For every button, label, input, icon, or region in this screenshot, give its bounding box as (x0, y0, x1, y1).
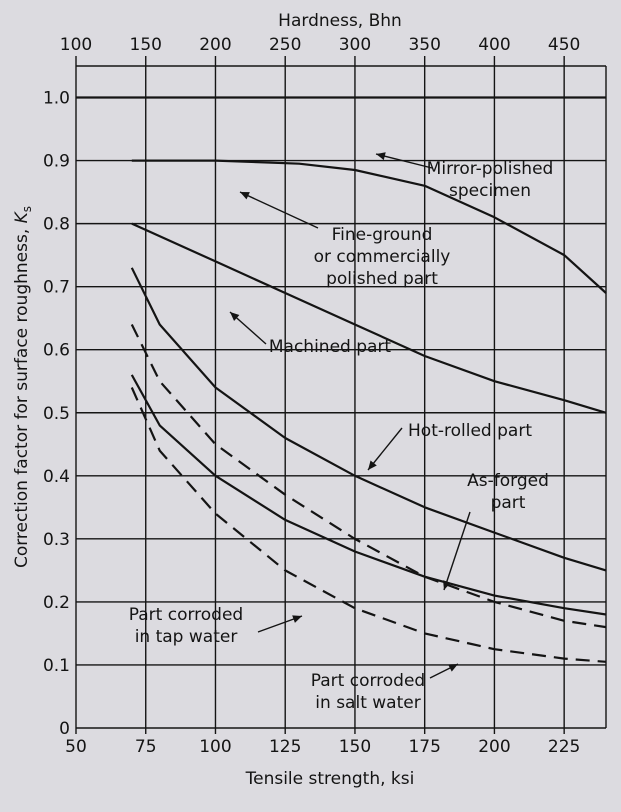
curve-label-0-line-1: specimen (449, 181, 531, 201)
curve-label-5-line-1: in tap water (135, 627, 238, 647)
x-tick-label: 100 (199, 737, 231, 757)
y-tick-label: 0.6 (43, 341, 70, 361)
y-tick-label: 0.5 (43, 404, 70, 424)
y-tick-label: 1.0 (43, 89, 70, 109)
leader-line-0 (375, 153, 433, 169)
curve-label-4-line-0: As-forged (467, 471, 549, 491)
y-axis-title-subscript: s (20, 206, 34, 212)
curve-label-3-line-0: Hot-rolled part (408, 421, 532, 441)
series-line-1 (131, 159, 607, 294)
top-tick-label: 450 (548, 35, 580, 55)
x-axis-title: Tensile strength, ksi (245, 769, 415, 789)
series-line-5 (130, 324, 607, 629)
curve-label-5-line-0: Part corroded (129, 605, 243, 625)
top-tick-label: 250 (269, 35, 301, 55)
x-tick-label: 125 (269, 737, 301, 757)
series-line-4 (130, 374, 607, 616)
leader-line-4 (443, 511, 471, 591)
curve-label-2-line-0: Machined part (269, 337, 392, 357)
leader-line-3 (367, 427, 403, 471)
top-axis-title: Hardness, Bhn (278, 11, 402, 31)
top-tick-label: 300 (339, 35, 371, 55)
curve-label-1-line-1: or commercially (314, 247, 451, 267)
leader-arrowhead-0 (376, 152, 386, 161)
top-tick-label: 400 (478, 35, 510, 55)
x-tick-label: 75 (135, 737, 157, 757)
curve-label-6-line-0: Part corroded (311, 671, 425, 691)
leader-arrowhead-4 (443, 580, 451, 590)
y-tick-label: 0 (59, 719, 70, 739)
series-line-3 (130, 267, 607, 572)
y-tick-label: 0.3 (43, 530, 70, 550)
curve-label-0-line-0: Mirror-polished (427, 159, 554, 179)
series-lines (76, 96, 607, 663)
leader-arrowhead-5 (292, 615, 302, 623)
leader-arrowhead-6 (448, 664, 458, 672)
y-axis-title-text: Correction factor for surface roughness, (12, 223, 32, 568)
curve-label-6-line-1: in salt water (315, 693, 420, 713)
y-tick-label: 0.4 (43, 467, 70, 487)
series-line-2 (131, 222, 607, 414)
y-tick-label: 0.8 (43, 215, 70, 235)
y-tick-label: 0.1 (43, 656, 70, 676)
x-tick-label: 150 (339, 737, 371, 757)
top-tick-label: 350 (408, 35, 440, 55)
curve-label-4-line-1: part (491, 493, 526, 513)
curve-label-1-line-0: Fine-ground (332, 225, 433, 245)
leader-line-1 (239, 191, 319, 229)
curve-label-1-line-2: polished part (326, 269, 438, 289)
y-tick-label: 0.2 (43, 593, 70, 613)
x-tick-label: 225 (548, 737, 580, 757)
leader-arrowhead-3 (368, 460, 377, 470)
x-tick-label: 50 (65, 737, 87, 757)
series-line-6 (130, 387, 607, 663)
x-tick-label: 200 (478, 737, 510, 757)
axes: 50 75 100 125 150 175 200 225 100 150 200 250 300 350… (43, 35, 580, 757)
y-axis-title: Correction factor for surface roughness,… (12, 206, 34, 568)
leader-arrowhead-1 (240, 192, 250, 200)
top-tick-label: 100 (60, 35, 92, 55)
x-tick-label: 175 (408, 737, 440, 757)
top-tick-label: 150 (130, 35, 162, 55)
y-tick-label: 0.9 (43, 152, 70, 172)
y-axis-title-symbol: K (12, 210, 32, 223)
grid (75, 65, 607, 729)
top-tick-label: 200 (199, 35, 231, 55)
leader-arrowhead-2 (230, 312, 240, 321)
y-tick-label: 0.7 (43, 278, 70, 298)
